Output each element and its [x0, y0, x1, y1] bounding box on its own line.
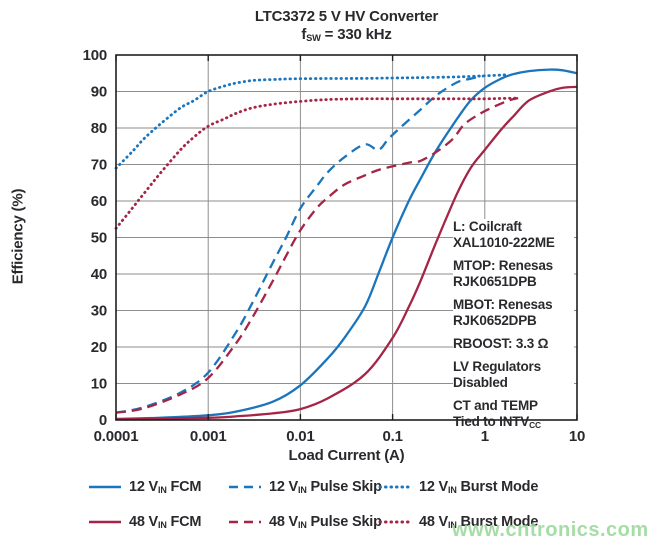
legend-item-12vin-pulse-skip: 12 VIN Pulse Skip — [228, 479, 382, 495]
efficiency-plot: 0.0001 0.001 0.01 0.1 1 100102030405060708090… — [83, 47, 586, 445]
chart-title-block: LTC3372 5 V HV Converter fSW = 330 kHz — [116, 8, 577, 45]
legend-line-dashed-crimson — [229, 520, 261, 524]
legend-item-12vin-burst-mode: 12 VIN Burst Mode — [378, 479, 538, 495]
legend-item-48vin-pulse-skip: 48 VIN Pulse Skip — [228, 514, 382, 530]
series-12vin-pulse-skip — [115, 74, 486, 414]
y-tick-label: 20 — [91, 339, 107, 356]
y-tick-label: 80 — [91, 120, 107, 137]
legend-line-solid-crimson — [89, 520, 121, 524]
legend-line-dotted-blue — [378, 485, 412, 489]
x-tick-label: 1 — [481, 428, 489, 445]
y-tick-label: 90 — [91, 84, 107, 101]
annotation-lv-regulators: LV Regulators Disabled — [453, 359, 541, 390]
y-tick-label: 100 — [83, 47, 107, 64]
annotation-box: L: Coilcraft XAL1010-222ME MTOP: Renesas… — [453, 219, 574, 430]
legend-item-48vin-burst-mode: 48 VIN Burst Mode — [378, 514, 538, 530]
watermark: www.cntronics.com — [452, 519, 649, 541]
chart-subtitle: fSW = 330 kHz — [116, 26, 577, 45]
x-tick-label: 0.001 — [190, 428, 227, 445]
annotation-mbot: MBOT: Renesas RJK0652DPB — [453, 297, 553, 328]
annotation-ct-temp: CT and TEMP Tied to INTVCC — [453, 398, 541, 430]
subtitle-post: = 330 kHz — [320, 26, 392, 43]
y-tick-label: 10 — [91, 376, 107, 393]
chart-title: LTC3372 5 V HV Converter — [254, 8, 439, 25]
y-tick-label: 60 — [91, 193, 107, 210]
series-12vin-burst-mode — [114, 73, 510, 170]
y-tick-label: 0 — [99, 412, 107, 429]
y-tick-label: 40 — [91, 266, 107, 283]
subtitle-pre: f — [301, 26, 307, 43]
legend-line-solid-blue — [89, 485, 121, 489]
annotation-inductor: L: Coilcraft XAL1010-222ME — [453, 219, 555, 250]
legend-line-dotted-crimson — [378, 520, 412, 524]
y-tick-label: 50 — [91, 230, 107, 247]
series-48vin-burst-mode — [114, 96, 518, 230]
x-tick-label: 0.1 — [382, 428, 402, 445]
legend-line-dashed-blue — [229, 485, 261, 489]
series-48vin-fcm — [115, 85, 578, 421]
subtitle-sub: SW — [306, 33, 321, 44]
annotation-mtop: MTOP: Renesas RJK0651DPB — [453, 258, 553, 289]
x-tick-label: 0.0001 — [94, 428, 139, 445]
plot-border — [115, 54, 578, 421]
x-axis-title: Load Current (A) — [288, 447, 405, 464]
y-tick-label: 70 — [91, 157, 107, 174]
series-12vin-fcm — [115, 68, 578, 421]
x-tick-label: 0.01 — [286, 428, 314, 445]
legend-item-48vin-fcm: 48 VIN FCM — [88, 514, 201, 530]
annotation-rboost: RBOOST: 3.3 Ω — [453, 336, 549, 351]
y-tick-label: 30 — [91, 303, 107, 320]
x-tick-label: 10 — [569, 428, 585, 445]
legend-item-12vin-fcm: 12 VIN FCM — [88, 479, 201, 495]
